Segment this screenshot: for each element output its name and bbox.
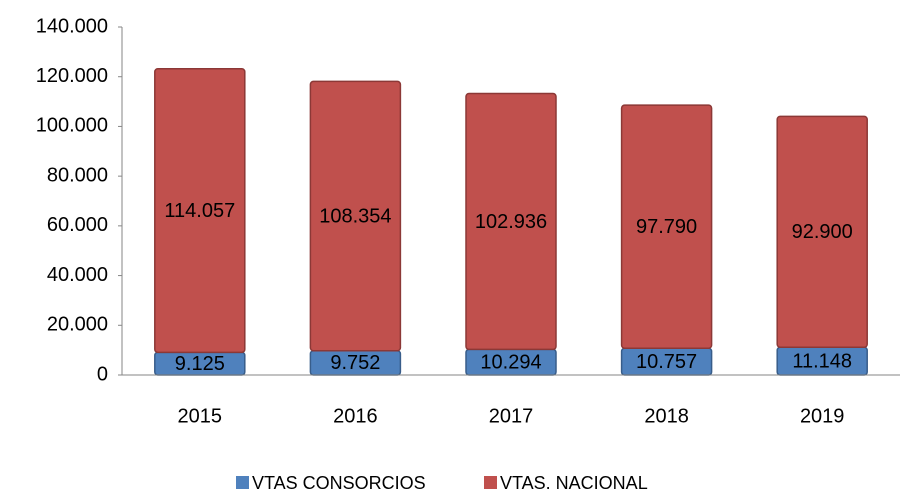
x-tick-label: 2015 [178,405,223,427]
bar-segment [154,68,246,354]
x-tick-label: 2019 [800,405,845,427]
legend-label: VTAS CONSORCIOS [252,473,426,493]
value-label: 10.757 [636,351,697,373]
y-tick-label: 0 [97,363,108,385]
value-label: 108.354 [319,205,391,227]
value-label: 9.125 [175,353,225,375]
bar-segment [309,80,402,352]
y-tick-label: 140.000 [36,15,108,37]
y-tick-label: 40.000 [47,264,108,286]
x-tick-label: 2016 [333,405,378,427]
legend-label: VTAS. NACIONAL [500,473,648,493]
y-tick-label: 20.000 [47,314,108,336]
bar-segment [776,115,868,349]
value-label: 102.936 [475,211,547,233]
legend-swatch [236,476,249,489]
value-label: 10.294 [480,351,541,373]
y-tick-label: 100.000 [36,115,108,137]
x-tick-label: 2018 [644,405,689,427]
value-label: 97.790 [636,216,697,238]
y-tick-label: 80.000 [47,164,108,186]
bar-segment [620,104,713,350]
value-label: 11.148 [792,350,852,372]
y-tick-label: 60.000 [47,214,108,236]
y-tick-label: 120.000 [36,65,108,87]
legend-swatch [484,476,497,489]
bar-segment [465,92,557,351]
x-tick-label: 2017 [489,405,534,427]
value-label: 114.057 [164,200,235,222]
value-label: 9.752 [330,352,380,374]
value-label: 92.900 [792,221,853,243]
